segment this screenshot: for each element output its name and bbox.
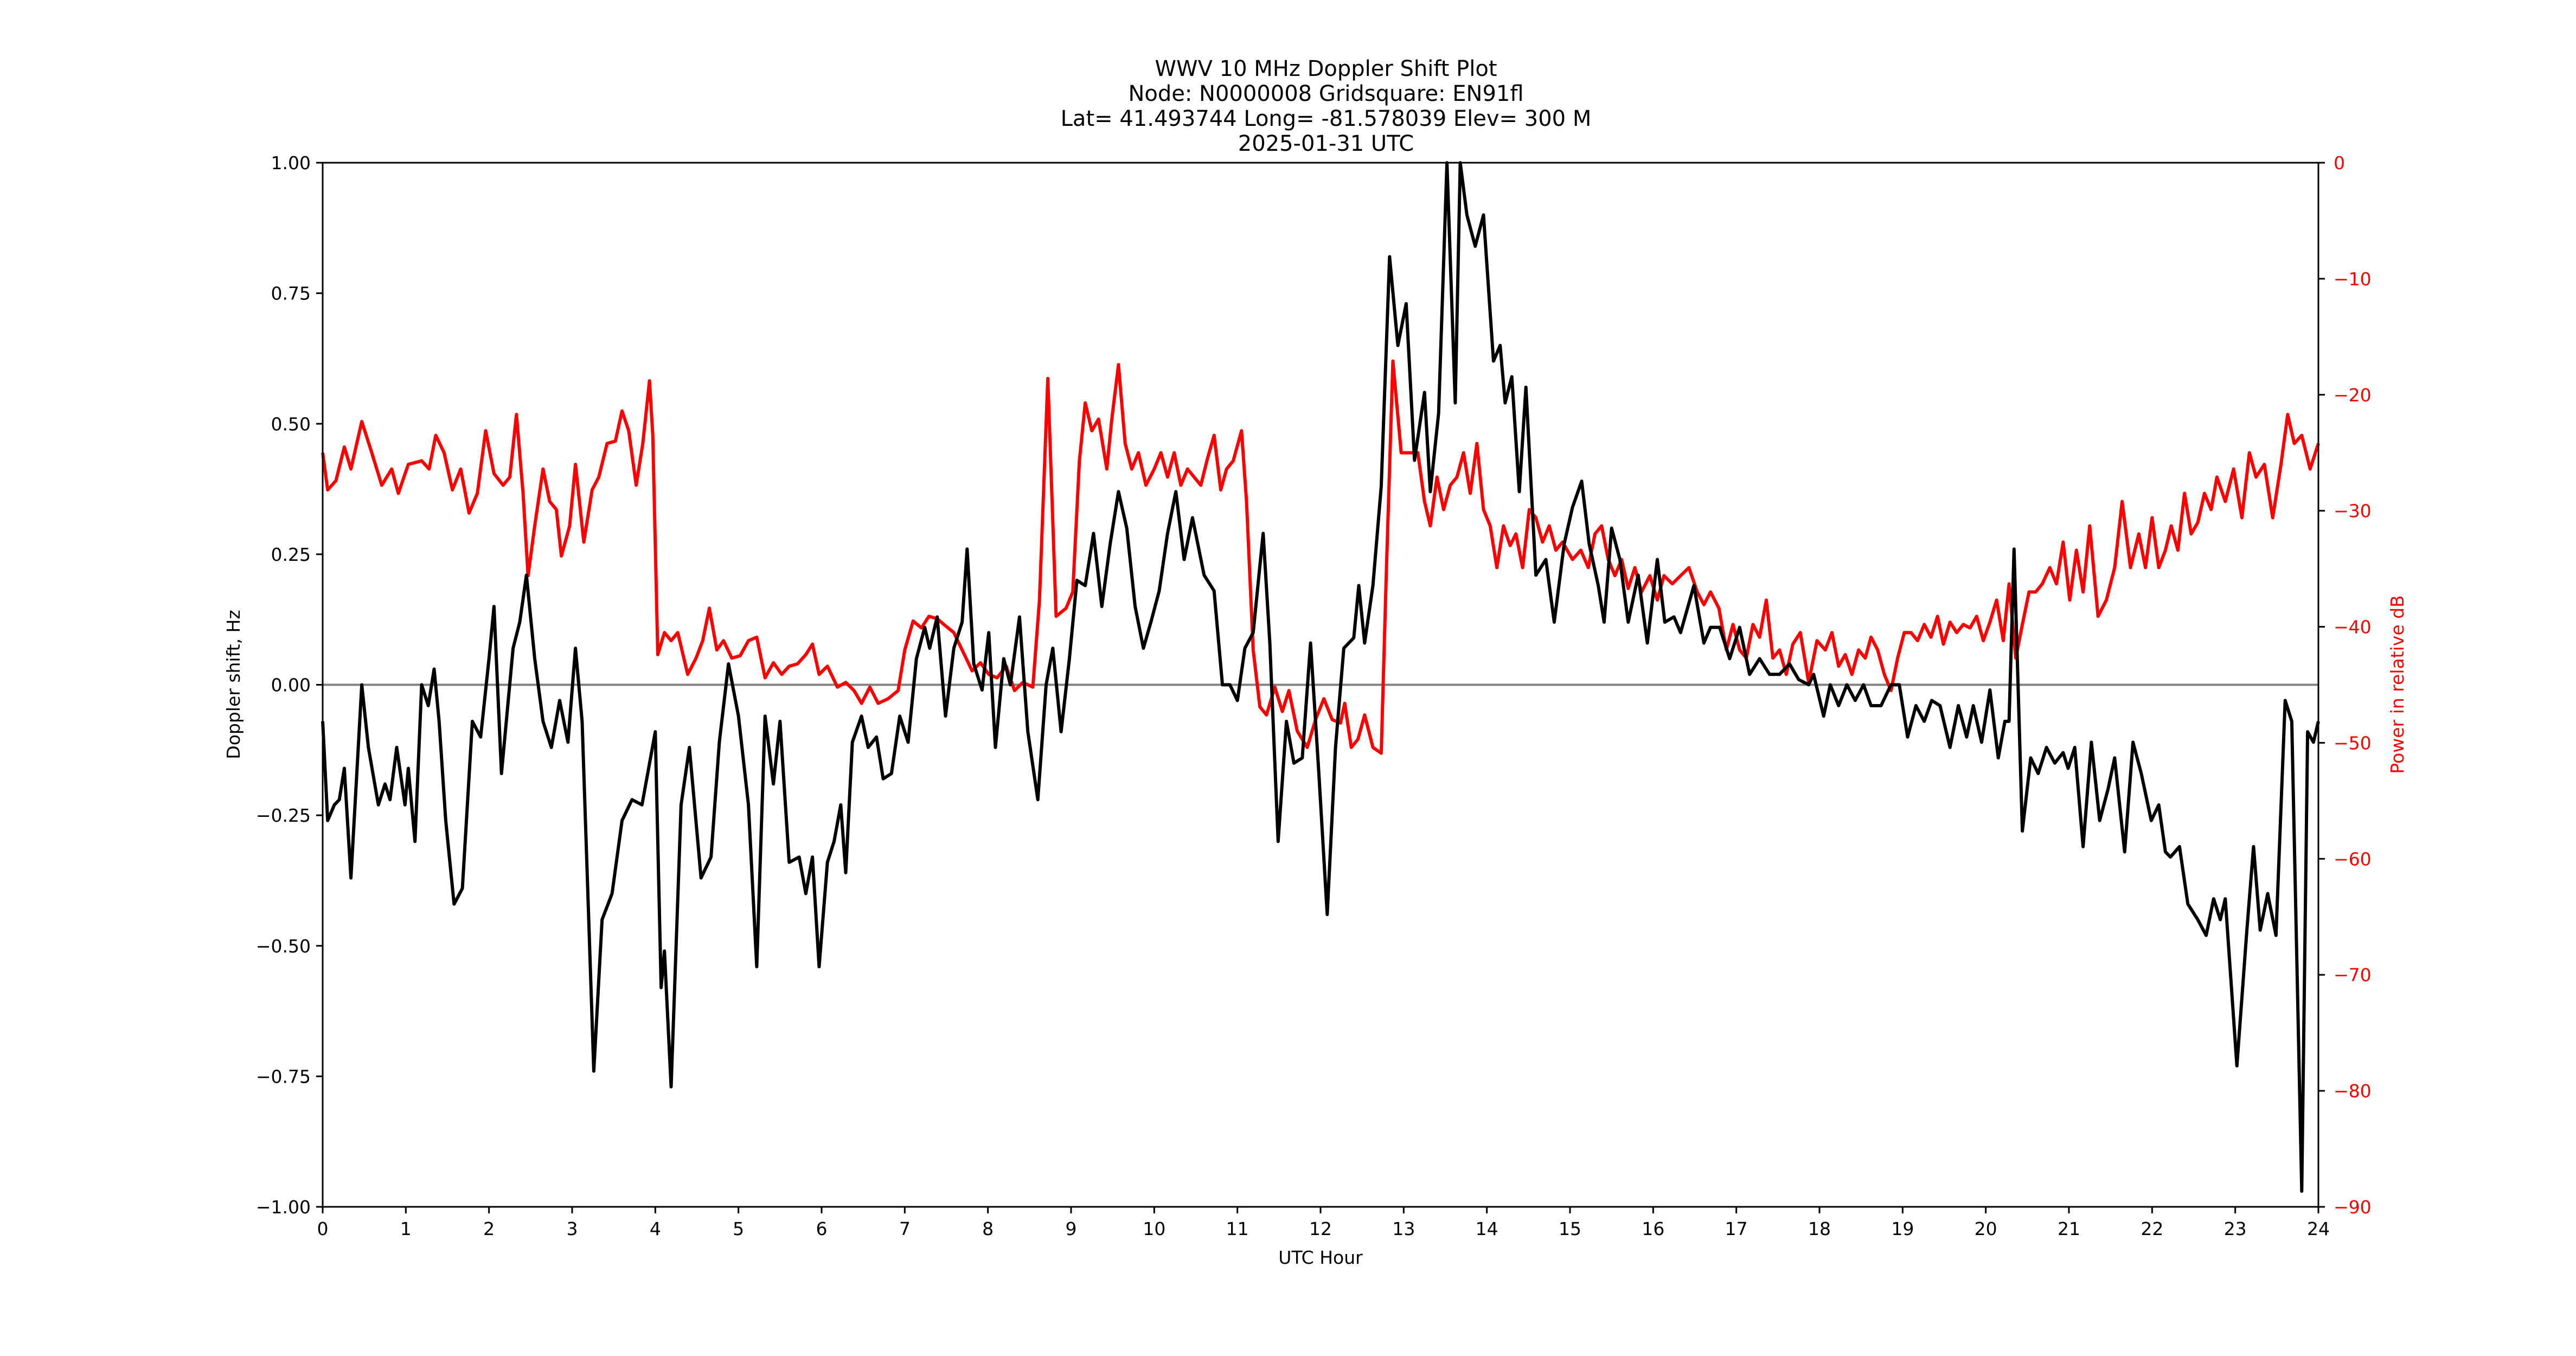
x-tick-label: 5 <box>733 1218 744 1239</box>
y-right-tick-label: −80 <box>2334 1080 2372 1102</box>
x-tick-label: 12 <box>1309 1218 1332 1239</box>
y-left-tick-label: −0.75 <box>256 1066 311 1087</box>
y-right-tick-label: −90 <box>2334 1197 2372 1218</box>
x-tick-label: 23 <box>2224 1218 2247 1239</box>
chart-title-block: WWV 10 MHz Doppler Shift Plot Node: N000… <box>1061 56 1592 156</box>
x-tick-label: 21 <box>2058 1218 2080 1239</box>
x-tick-label: 14 <box>1476 1218 1498 1239</box>
y-axis-left: 1.00 0.75 0.50 0.25 0.00 −0.25 −0.50 −0.75 −1.00 <box>256 152 323 1218</box>
x-tick-label: 16 <box>1642 1218 1664 1239</box>
chart-subtitle-location: Lat= 41.493744 Long= -81.578039 Elev= 30… <box>1061 106 1592 131</box>
y-right-tick-label: −70 <box>2334 964 2372 986</box>
x-tick-label: 10 <box>1143 1218 1165 1239</box>
doppler-series-line <box>321 161 2320 1193</box>
x-tick-label: 9 <box>1066 1218 1077 1239</box>
y-left-tick-label: 0.50 <box>271 413 311 434</box>
x-tick-label: 15 <box>1559 1218 1581 1239</box>
x-tick-label: 7 <box>899 1218 911 1239</box>
y-left-tick-label: −0.50 <box>256 936 311 957</box>
y-left-tick-label: 0.75 <box>271 283 311 304</box>
x-tick-label: 11 <box>1226 1218 1249 1239</box>
x-tick-label: 19 <box>1891 1218 1914 1239</box>
x-tick-label: 13 <box>1392 1218 1415 1239</box>
y-right-tick-label: 0 <box>2334 152 2345 174</box>
x-tick-label: 20 <box>1975 1218 1997 1239</box>
y-left-tick-label: −1.00 <box>256 1197 311 1218</box>
y-right-tick-label: −20 <box>2334 385 2372 406</box>
y-right-tick-label: −50 <box>2334 732 2372 753</box>
y-left-tick-label: 0.00 <box>271 675 311 696</box>
x-axis-label: UTC Hour <box>1278 1247 1363 1268</box>
y-right-tick-label: −10 <box>2334 268 2372 290</box>
y-left-tick-label: −0.25 <box>256 805 311 826</box>
power-series-line <box>321 359 2320 755</box>
x-tick-label: 17 <box>1725 1218 1748 1239</box>
x-tick-label: 4 <box>650 1218 661 1239</box>
y-axis-right-label: Power in relative dB <box>2387 595 2408 773</box>
x-tick-label: 0 <box>317 1218 329 1239</box>
y-axis-right: 0 −10 −20 −30 −40 −50 −60 −70 −80 −90 <box>2318 152 2372 1218</box>
x-tick-label: 8 <box>982 1218 994 1239</box>
y-right-tick-label: −60 <box>2334 848 2372 869</box>
x-tick-label: 1 <box>400 1218 412 1239</box>
y-left-tick-label: 0.25 <box>271 544 311 565</box>
x-axis: 0 1 2 3 4 5 6 7 8 9 10 11 12 13 14 15 16 17 18 19 20 21 22 23 24 <box>317 1207 2330 1239</box>
y-axis-left-label: Doppler shift, Hz <box>223 610 244 759</box>
y-right-tick-label: −30 <box>2334 501 2372 522</box>
chart-title: WWV 10 MHz Doppler Shift Plot <box>1155 56 1497 81</box>
y-right-tick-label: −40 <box>2334 617 2372 638</box>
y-left-tick-label: 1.00 <box>271 152 311 174</box>
x-tick-label: 24 <box>2307 1218 2330 1239</box>
chart-subtitle-node: Node: N0000008 Gridsquare: EN91fl <box>1128 81 1523 106</box>
x-tick-label: 22 <box>2141 1218 2163 1239</box>
x-tick-label: 2 <box>483 1218 495 1239</box>
chart-subtitle-date: 2025-01-31 UTC <box>1238 131 1414 156</box>
x-tick-label: 3 <box>567 1218 578 1239</box>
x-tick-label: 18 <box>1808 1218 1831 1239</box>
x-tick-label: 6 <box>816 1218 828 1239</box>
